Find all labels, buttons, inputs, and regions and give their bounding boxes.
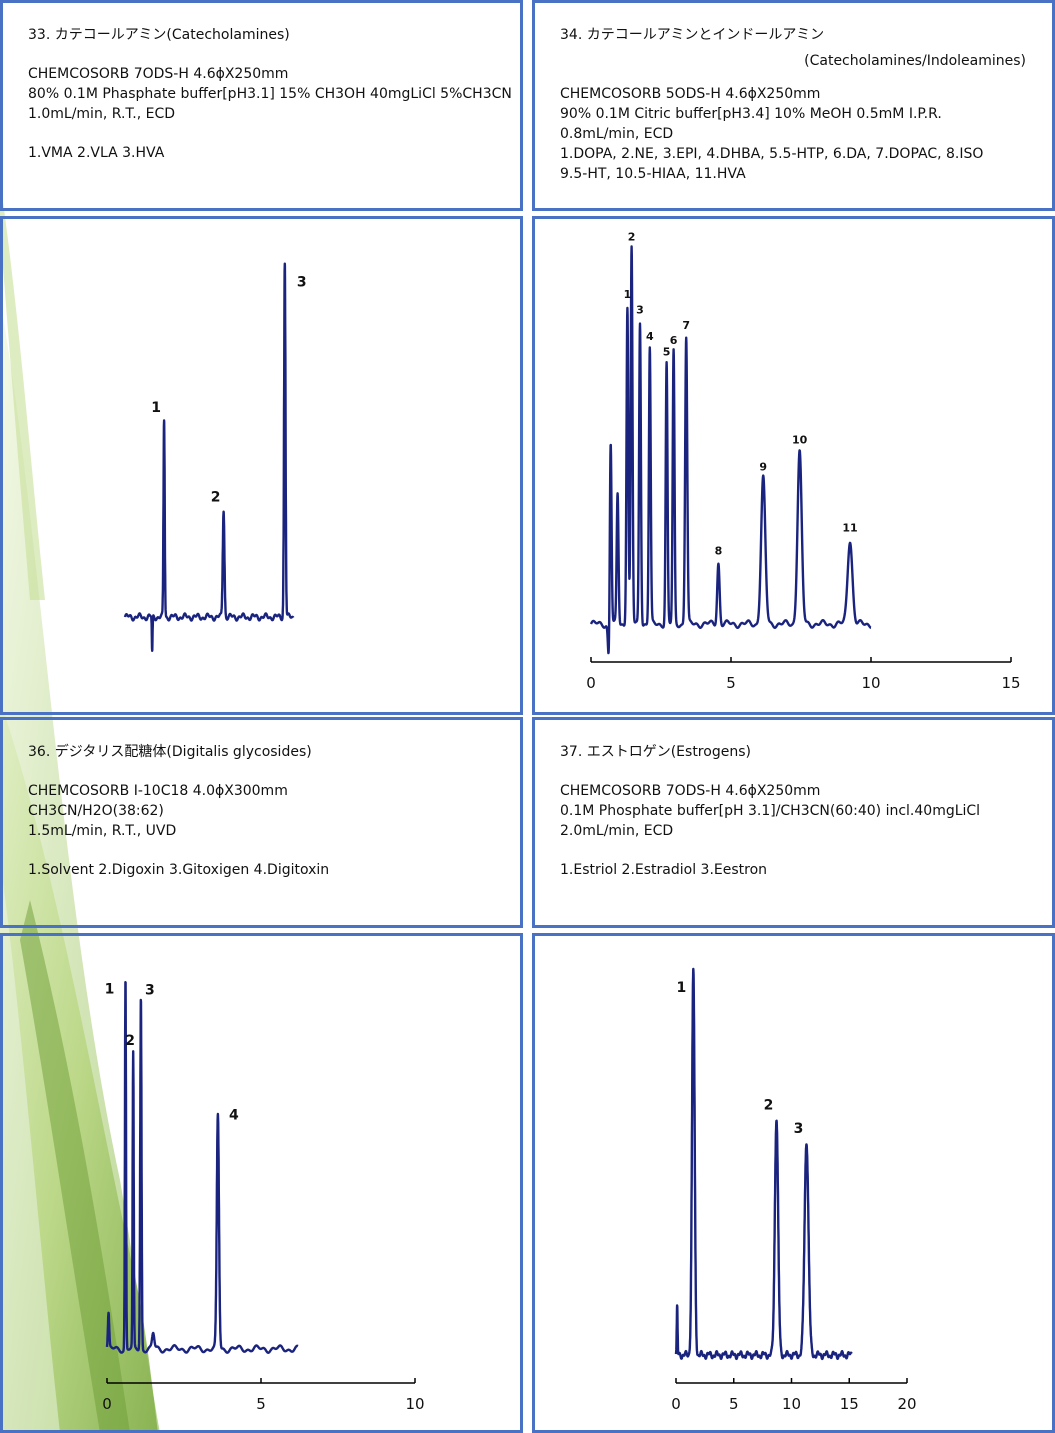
panel-33-info: 33. カテコールアミン(Catecholamines) CHEMCOSORB … bbox=[0, 0, 523, 211]
panel-36-conditions: 1.5mL/min, R.T., UVD bbox=[28, 823, 177, 839]
x-tick-label: 0 bbox=[586, 674, 596, 692]
x-tick-label: 5 bbox=[729, 1395, 739, 1413]
panel-33-chart: 1 2 3 bbox=[0, 216, 523, 715]
panel-34-mobile-phase: 90% 0.1M Citric buffer[pH3.4] 10% MeOH 0… bbox=[560, 106, 942, 122]
chromatogram-trace bbox=[105, 981, 299, 1354]
peak-label: 1 bbox=[624, 288, 632, 301]
x-tick-label: 5 bbox=[256, 1395, 266, 1413]
peak-label: 11 bbox=[842, 522, 857, 535]
chromatogram-37: 1 2 3 0 5 10 15 20 bbox=[671, 967, 917, 1413]
x-tick-label: 15 bbox=[1001, 674, 1020, 692]
peak-label: 2 bbox=[211, 490, 221, 506]
panel-37-peaks: 1.Estriol 2.Estradiol 3.Eestron bbox=[560, 862, 768, 878]
panel-34-info: 34. カテコールアミンとインドールアミン (Catecholamines/In… bbox=[532, 0, 1055, 211]
x-tick-label: 20 bbox=[897, 1395, 916, 1413]
panel-34-chart: 1 2 3 4 5 6 7 8 9 10 11 0 5 10 15 bbox=[532, 216, 1055, 715]
panel-34-title: 34. カテコールアミンとインドールアミン bbox=[560, 27, 825, 43]
peak-label: 7 bbox=[682, 319, 690, 332]
x-tick-label: 5 bbox=[726, 674, 736, 692]
peak-label: 4 bbox=[229, 1107, 239, 1123]
panel-34-peaks-line2: 9.5-HT, 10.5-HIAA, 11.HVA bbox=[560, 166, 746, 182]
x-tick-label: 0 bbox=[671, 1395, 681, 1413]
panel-34-subtitle: (Catecholamines/Indoleamines) bbox=[804, 53, 1026, 69]
peak-label: 2 bbox=[628, 231, 636, 244]
panel-33-column: CHEMCOSORB 7ODS-H 4.6ϕX250mm bbox=[28, 66, 289, 82]
panel-36-mobile-phase: CH3CN/H2O(38:62) bbox=[28, 803, 164, 819]
peak-label: 4 bbox=[646, 330, 654, 343]
peak-label: 2 bbox=[125, 1033, 135, 1049]
peak-label: 3 bbox=[145, 982, 155, 998]
panel-37-column: CHEMCOSORB 7ODS-H 4.6ϕX250mm bbox=[560, 783, 821, 799]
panel-33-mobile-phase: 80% 0.1M Phasphate buffer[pH3.1] 15% CH3… bbox=[28, 86, 512, 102]
panel-33-peaks: 1.VMA 2.VLA 3.HVA bbox=[28, 145, 165, 161]
panel-37-conditions: 2.0mL/min, ECD bbox=[560, 823, 674, 839]
peak-label: 5 bbox=[663, 346, 671, 359]
panel-37-chart: 1 2 3 0 5 10 15 20 bbox=[532, 933, 1055, 1433]
x-tick-label: 10 bbox=[405, 1395, 424, 1413]
x-tick-label: 10 bbox=[782, 1395, 801, 1413]
panel-37-mobile-phase: 0.1M Phosphate buffer[pH 3.1]/CH3CN(60:4… bbox=[560, 803, 981, 819]
chromatogram-trace bbox=[123, 262, 295, 652]
peak-label: 3 bbox=[297, 275, 307, 291]
x-tick-label: 15 bbox=[840, 1395, 859, 1413]
peak-label: 6 bbox=[670, 334, 678, 347]
chromatogram-trace bbox=[589, 245, 872, 655]
peak-label: 1 bbox=[105, 982, 115, 998]
peak-label: 2 bbox=[764, 1098, 774, 1114]
peak-label: 8 bbox=[715, 545, 723, 558]
x-tick-label: 10 bbox=[861, 674, 880, 692]
panel-33-title: 33. カテコールアミン(Catecholamines) bbox=[28, 27, 290, 43]
chromatogram-trace bbox=[674, 967, 853, 1361]
panel-34-peaks-line1: 1.DOPA, 2.NE, 3.EPI, 4.DHBA, 5.5-HTP, 6.… bbox=[560, 146, 984, 162]
chromatogram-33: 1 2 3 bbox=[123, 262, 307, 652]
panel-36-chart: 1 2 3 4 0 5 10 bbox=[0, 933, 523, 1433]
panel-34-conditions: 0.8mL/min, ECD bbox=[560, 126, 674, 142]
peak-label: 1 bbox=[676, 980, 686, 996]
peak-label: 1 bbox=[151, 400, 161, 416]
panel-36-column: CHEMCOSORB I-10C18 4.0ϕX300mm bbox=[28, 783, 288, 799]
panel-33-conditions: 1.0mL/min, R.T., ECD bbox=[28, 106, 176, 122]
panel-36-info: 36. デジタリス配糖体(Digitalis glycosides) CHEMC… bbox=[0, 717, 523, 928]
peak-label: 3 bbox=[636, 303, 644, 316]
panel-34-column: CHEMCOSORB 5ODS-H 4.6ϕX250mm bbox=[560, 86, 821, 102]
x-tick-label: 0 bbox=[102, 1395, 112, 1413]
panel-36-title: 36. デジタリス配糖体(Digitalis glycosides) bbox=[28, 744, 312, 760]
peak-label: 10 bbox=[792, 434, 808, 447]
panel-37-info: 37. エストロゲン(Estrogens) CHEMCOSORB 7ODS-H … bbox=[532, 717, 1055, 928]
peak-label: 9 bbox=[759, 460, 767, 473]
panel-36-peaks: 1.Solvent 2.Digoxin 3.Gitoxigen 4.Digito… bbox=[28, 862, 330, 878]
chromatogram-36: 1 2 3 4 0 5 10 bbox=[102, 981, 425, 1413]
peak-label: 3 bbox=[794, 1121, 804, 1137]
panel-37-title: 37. エストロゲン(Estrogens) bbox=[560, 744, 751, 760]
